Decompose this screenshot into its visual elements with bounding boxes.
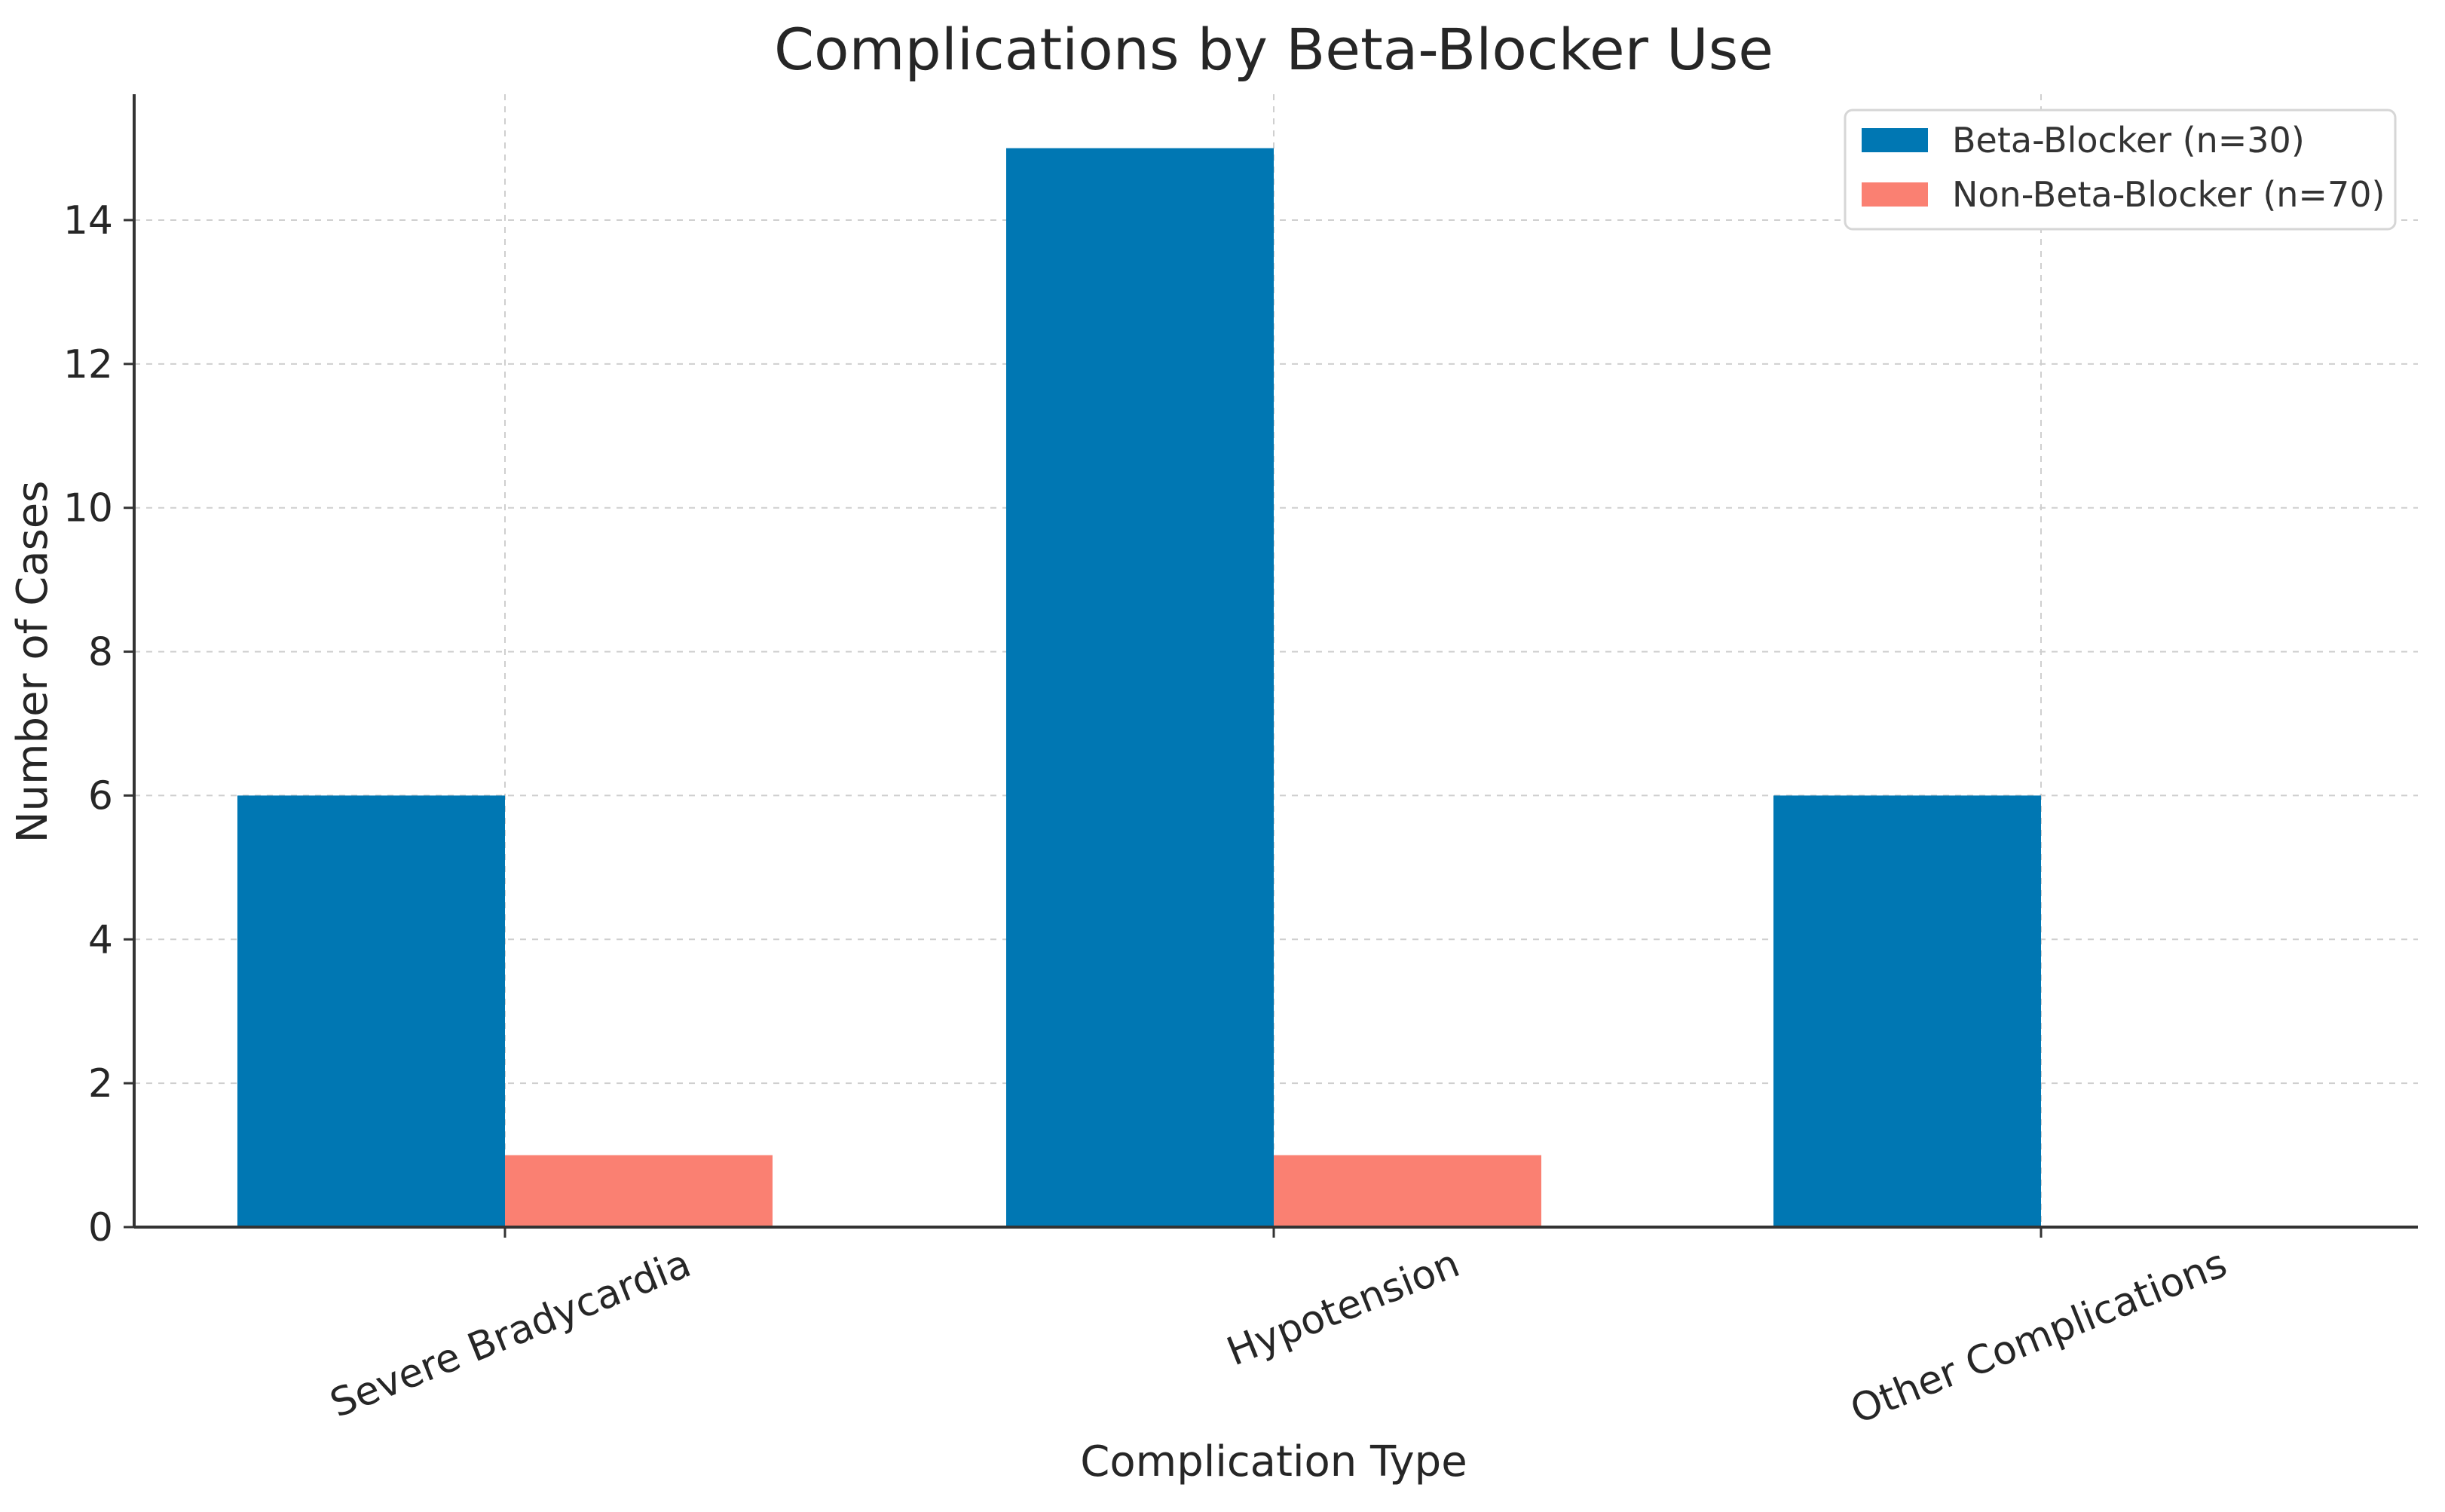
y-axis-label: Number of Cases bbox=[8, 481, 57, 843]
y-tick-label: 10 bbox=[63, 486, 113, 531]
y-tick-label: 6 bbox=[88, 773, 113, 819]
bar-beta-blocker bbox=[1006, 148, 1274, 1228]
x-tick-label: Severe Bradycardia bbox=[324, 1241, 697, 1426]
bars bbox=[237, 148, 2041, 1228]
y-tick-label: 12 bbox=[63, 342, 113, 387]
bar-beta-blocker bbox=[237, 795, 505, 1227]
y-tick-label: 4 bbox=[88, 917, 113, 963]
y-tick-label: 14 bbox=[63, 198, 113, 243]
legend: Beta-Blocker (n=30) Non-Beta-Blocker (n=… bbox=[1844, 109, 2397, 231]
axes bbox=[133, 94, 2418, 1229]
y-ticks: 0 2 4 6 8 10 12 14 bbox=[63, 198, 134, 1250]
x-axis-label: Complication Type bbox=[1080, 1437, 1467, 1486]
legend-label-non-beta-blocker: Non-Beta-Blocker (n=70) bbox=[1952, 174, 2385, 215]
y-tick-label: 8 bbox=[88, 630, 113, 675]
legend-box bbox=[1844, 109, 2397, 231]
bar-beta-blocker bbox=[1773, 795, 2041, 1227]
legend-swatch-non-beta-blocker bbox=[1862, 182, 1928, 207]
x-ticks: Severe Bradycardia Hypotension Other Compl… bbox=[324, 1227, 2233, 1433]
bar-non-beta-blocker bbox=[1274, 1155, 1541, 1227]
legend-label-beta-blocker: Beta-Blocker (n=30) bbox=[1952, 120, 2305, 161]
y-tick-label: 2 bbox=[88, 1061, 113, 1106]
chart-title: Complications by Beta-Blocker Use bbox=[774, 16, 1773, 83]
legend-swatch-beta-blocker bbox=[1862, 128, 1928, 152]
y-tick-label: 0 bbox=[88, 1205, 113, 1250]
x-tick-label: Hypotension bbox=[1221, 1241, 1466, 1375]
x-tick-label: Other Complications bbox=[1844, 1241, 2233, 1433]
bar-non-beta-blocker bbox=[505, 1155, 773, 1227]
